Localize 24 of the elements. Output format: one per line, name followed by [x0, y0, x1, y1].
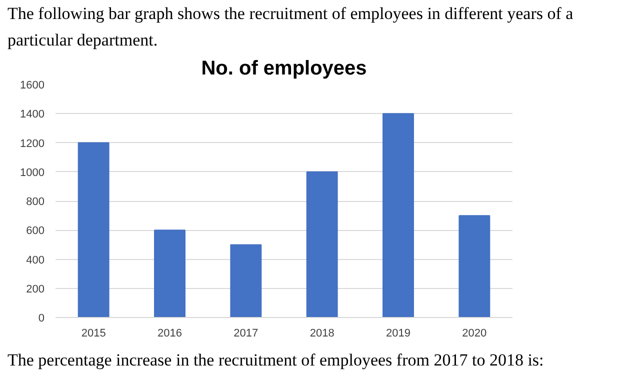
- bar: [306, 171, 338, 318]
- y-tick-label: 1400: [20, 108, 45, 121]
- text: The percentage increase in the recruitment of employees from 2017 to 2018 is:: [8, 350, 544, 370]
- y-tick-label: 400: [26, 254, 45, 266]
- y-tick-label: 1000: [20, 166, 45, 179]
- y-tick-label: 600: [26, 225, 45, 238]
- y-tick-label: 1200: [20, 138, 45, 150]
- x-tick-label: 2019: [386, 328, 410, 340]
- bar: [230, 244, 262, 318]
- bar: [78, 142, 110, 318]
- text: The following bar graph shows the recruitment of employees in different years of a particular department.: [8, 4, 574, 50]
- bar: [458, 215, 490, 318]
- y-tick-label: 800: [26, 196, 45, 208]
- chart-title: No. of employees: [201, 58, 367, 80]
- y-tick-label: 1600: [20, 80, 45, 92]
- x-tick-label: 2018: [310, 328, 334, 340]
- y-tick-label: 0: [38, 312, 45, 324]
- x-tick-label: 2017: [234, 328, 258, 340]
- x-tick-label: 2015: [81, 328, 106, 340]
- bar: [154, 230, 186, 318]
- bar: [382, 113, 414, 318]
- x-tick-label: 2016: [158, 328, 182, 340]
- y-tick-label: 200: [26, 283, 45, 296]
- x-tick-label: 2020: [462, 328, 487, 340]
